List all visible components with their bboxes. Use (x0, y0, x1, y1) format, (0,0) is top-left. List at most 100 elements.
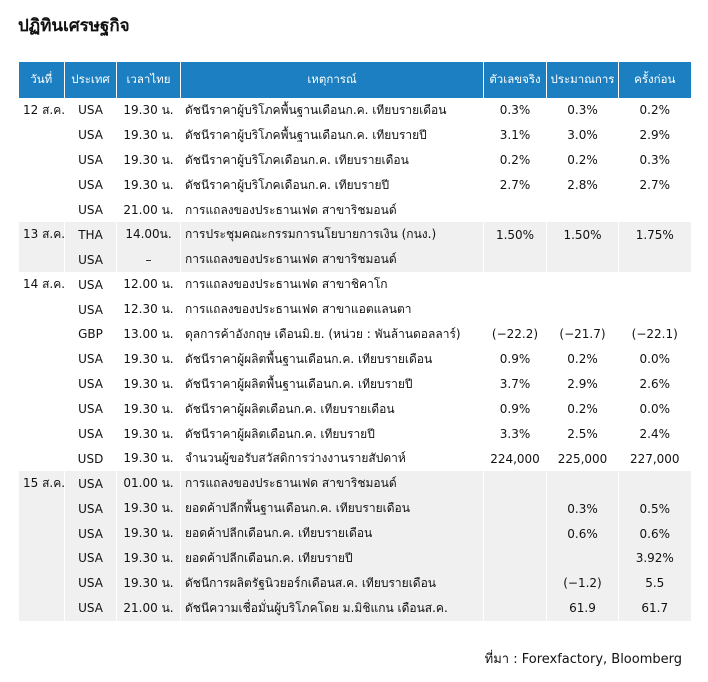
time-cell: 19.30 น. (116, 147, 181, 173)
row: 15 ส.ค. USA 01.00 น. การแถลงของประธานเฟด สา… (18, 471, 691, 497)
date-cell (18, 197, 65, 223)
previous-cell (618, 247, 691, 273)
actual-cell: 2.7% (483, 172, 547, 198)
event-cell: การแถลงของประธานเฟด สาขาริชมอนด์ (180, 197, 484, 223)
actual-cell: 0.9% (483, 396, 547, 422)
row: USA 19.30 น. ยอดค้าปลีกพื้นฐานเดือนก.ค. เท… (18, 496, 691, 522)
time-cell: 19.30 น. (116, 421, 181, 447)
date-cell (18, 147, 65, 173)
time-cell: – (116, 247, 181, 273)
country-cell: USA (64, 346, 117, 372)
country-cell: THA (64, 222, 117, 248)
forecast-cell: 0.3% (546, 496, 619, 522)
date-cell (18, 446, 65, 472)
previous-cell (618, 272, 691, 298)
previous-cell: 2.9% (618, 122, 691, 148)
previous-cell: 0.3% (618, 147, 691, 173)
country-cell: USA (64, 122, 117, 148)
forecast-cell: 2.5% (546, 421, 619, 447)
actual-cell: 0.9% (483, 346, 547, 372)
column-header: ประมาณการ (546, 62, 619, 98)
row: USA 19.30 น. ยอดค้าปลีกเดือนก.ค. เทียบรายป… (18, 546, 691, 571)
event-cell: ดัชนีราคาผู้ผลิตเดือนก.ค. เทียบรายปี (180, 421, 484, 447)
country-cell: USA (64, 521, 117, 547)
country-cell: USA (64, 197, 117, 223)
previous-cell: 227,000 (618, 446, 691, 472)
event-cell: การแถลงของประธานเฟด สาขาริชมอนด์ (180, 471, 484, 497)
forecast-cell (546, 247, 619, 273)
event-cell: ดุลการค้าอังกฤษ เดือนมิ.ย. (หน่วย : พันล… (180, 322, 484, 347)
event-cell: ดัชนีราคาผู้บริโภคพื้นฐานเดือนก.ค. เทียบ… (180, 122, 484, 148)
forecast-cell: 225,000 (546, 446, 619, 472)
source: ที่มา : Forexfactory, Bloomberg (484, 652, 682, 667)
row: USA 19.30 น. ดัชนีราคาผู้ผลิตเดือนก.ค. เที… (18, 421, 691, 447)
date-cell (18, 322, 65, 347)
date-cell (18, 371, 65, 397)
country-cell: USA (64, 371, 117, 397)
event-cell: การแถลงของประธานเฟด สาขาแอตแลนตา (180, 297, 484, 323)
previous-cell: 0.2% (618, 98, 691, 123)
date-cell (18, 346, 65, 372)
actual-cell (483, 546, 547, 571)
actual-cell (483, 496, 547, 522)
actual-cell: 0.3% (483, 98, 547, 123)
time-cell: 19.30 น. (116, 496, 181, 522)
country-cell: USA (64, 546, 117, 571)
column-header: วันที่ (18, 62, 65, 98)
event-cell: ยอดค้าปลีกเดือนก.ค. เทียบรายเดือน (180, 521, 484, 547)
forecast-cell: 0.2% (546, 396, 619, 422)
row: USA 19.30 น. ดัชนีราคาผู้บริโภคเดือนก.ค. เ… (18, 147, 691, 173)
row: USD 19.30 น. จำนวนผู้ขอรับสวัสดิการว่างงาน… (18, 446, 691, 472)
date-cell (18, 595, 65, 621)
time-cell: 19.30 น. (116, 371, 181, 397)
event-cell: ดัชนีราคาผู้ผลิตเดือนก.ค. เทียบรายเดือน (180, 396, 484, 422)
forecast-cell (546, 297, 619, 323)
time-cell: 19.30 น. (116, 172, 181, 198)
country-cell: USA (64, 570, 117, 596)
date-cell: 14 ส.ค. (18, 272, 65, 298)
time-cell: 19.30 น. (116, 98, 181, 123)
row: USA 19.30 น. ดัชนีราคาผู้บริโภคพื้นฐานเดือ… (18, 122, 691, 148)
country-cell: USA (64, 421, 117, 447)
actual-cell: (−22.2) (483, 322, 547, 347)
actual-cell (483, 521, 547, 547)
time-cell: 14.00น. (116, 222, 181, 248)
date-cell (18, 396, 65, 422)
previous-cell (618, 471, 691, 497)
event-cell: ยอดค้าปลีกพื้นฐานเดือนก.ค. เทียบรายเดือน (180, 496, 484, 522)
previous-cell (618, 197, 691, 223)
forecast-cell: 61.9 (546, 595, 619, 621)
date-cell (18, 421, 65, 447)
date-cell (18, 247, 65, 273)
previous-cell: 1.75% (618, 222, 691, 248)
time-cell: 01.00 น. (116, 471, 181, 497)
country-cell: USA (64, 147, 117, 173)
forecast-cell: 2.9% (546, 371, 619, 397)
time-cell: 19.30 น. (116, 521, 181, 547)
forecast-cell: 0.2% (546, 346, 619, 372)
column-header: เหตุการณ์ (180, 62, 484, 98)
event-cell: ดัชนีการผลิตรัฐนิวยอร์กเดือนส.ค. เทียบรา… (180, 570, 484, 596)
actual-cell (483, 247, 547, 273)
row: USA 19.30 น. ยอดค้าปลีกเดือนก.ค. เทียบรายเ… (18, 521, 691, 547)
time-cell: 19.30 น. (116, 396, 181, 422)
actual-cell (483, 197, 547, 223)
time-cell: 19.30 น. (116, 570, 181, 596)
event-cell: ดัชนีความเชื่อมั่นผู้บริโภคโดย ม.มิชิแกน… (180, 595, 484, 621)
time-cell: 12.30 น. (116, 297, 181, 323)
event-cell: ดัชนีราคาผู้ผลิตพื้นฐานเดือนก.ค. เทียบรา… (180, 346, 484, 372)
previous-cell: 5.5 (618, 570, 691, 596)
forecast-cell: 0.2% (546, 147, 619, 173)
date-cell (18, 496, 65, 522)
country-cell: USA (64, 172, 117, 198)
row: USA 19.30 น. ดัชนีราคาผู้ผลิตพื้นฐานเดือนก… (18, 371, 691, 397)
date-cell: 12 ส.ค. (18, 98, 65, 123)
actual-cell: 0.2% (483, 147, 547, 173)
forecast-cell: 3.0% (546, 122, 619, 148)
previous-cell: 0.0% (618, 346, 691, 372)
header-row: วันที่ ประเทศ เวลาไทย เหตุการณ์ ตัวเลขจริง ปร… (18, 62, 691, 98)
row: USA 21.00 น. การแถลงของประธานเฟด สาขาริชมอ… (18, 197, 691, 223)
forecast-cell (546, 546, 619, 571)
date-cell (18, 122, 65, 148)
